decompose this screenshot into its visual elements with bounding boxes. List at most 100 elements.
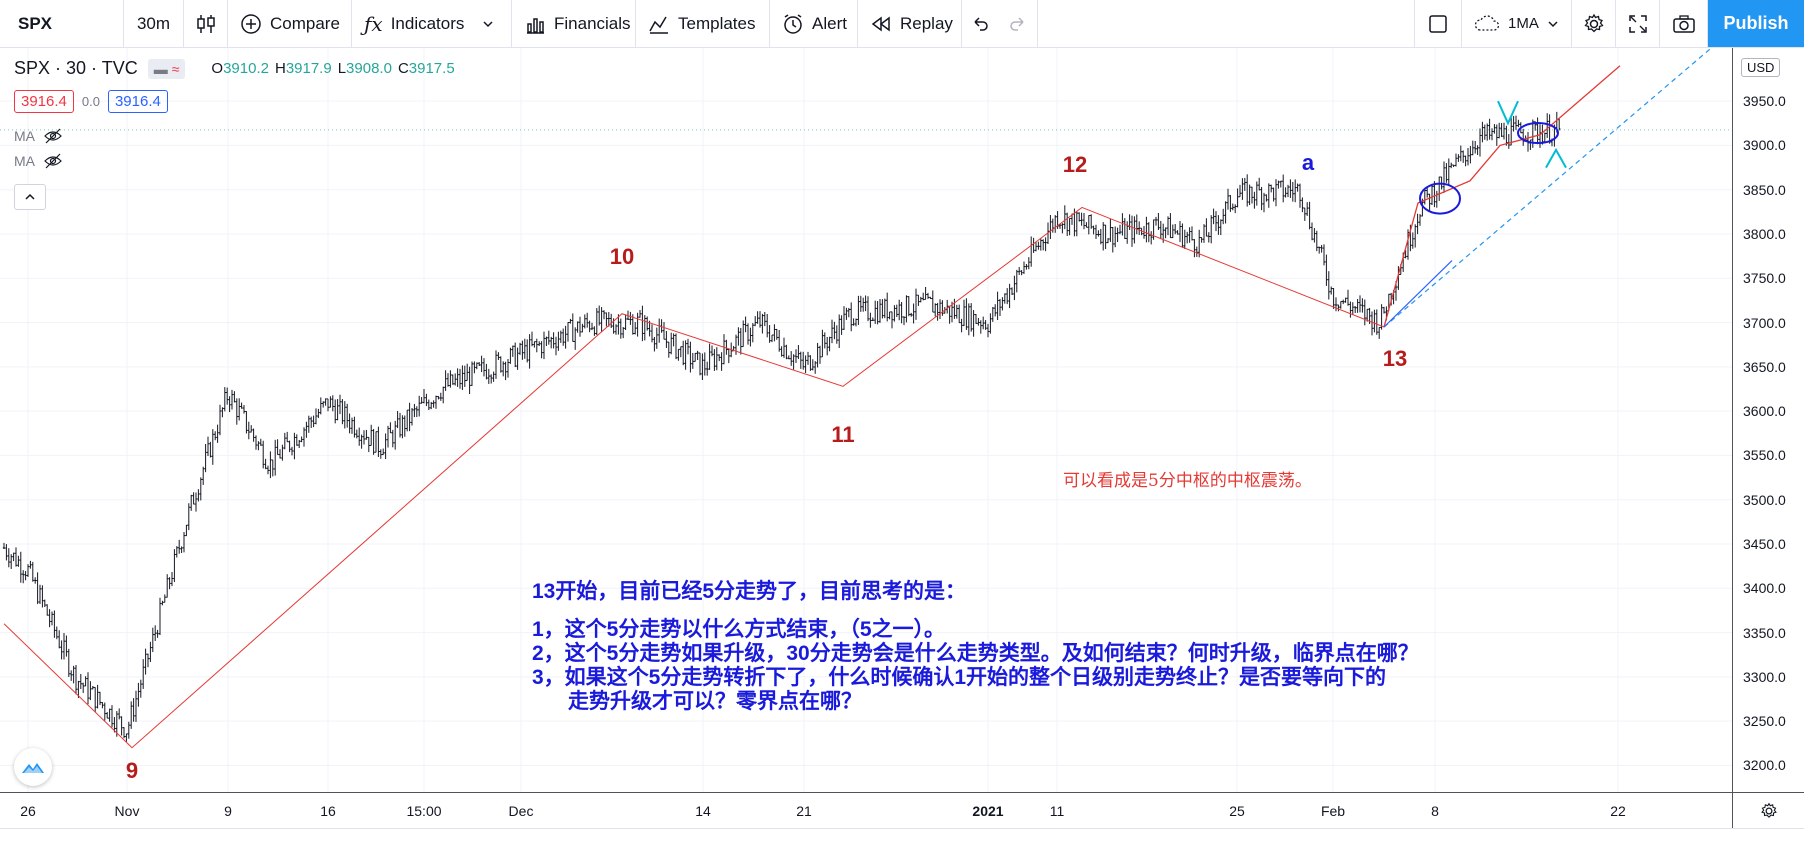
price-bar [168,577,171,590]
price-bar [1027,257,1030,270]
replay-button[interactable]: Replay [858,0,962,47]
price-bar [1114,226,1117,248]
price-bar [235,398,238,425]
price-bar [934,303,937,317]
price-bar [1145,216,1148,243]
price-bar [190,494,193,511]
note-line: 2，这个5分走势如果升级，30分走势会是什么走势类型。及如何结束？何时升级，临界… [532,642,1419,665]
price-bar [946,299,949,314]
price-bar [360,434,363,449]
layout-button[interactable]: 1MA [1462,0,1572,47]
price-bar [797,345,800,359]
toolbar-spacer [1038,0,1414,47]
price-bar [1303,207,1306,221]
currency-label[interactable]: USD [1741,58,1781,77]
undo-button[interactable] [962,0,998,47]
settings-button[interactable] [1572,0,1616,47]
publish-button[interactable]: Publish [1708,0,1804,47]
price-bar [1322,244,1326,266]
price-bar [775,328,778,340]
price-bar [742,320,745,348]
price-bar [571,313,574,342]
price-bar [182,532,186,553]
price-bar [1332,288,1335,309]
up-arrow-mark [1545,147,1567,169]
chart-pane[interactable]: SPX · 30 · TVC ▬ ≈ O3910.2 H3917.9 L3908… [0,48,1732,792]
indicators-button[interactable]: ƒx Indicators [352,0,512,47]
data-status-badge[interactable]: ▬ ≈ [147,58,186,79]
price-bar [900,301,903,324]
chevron-down-icon [1547,18,1559,30]
alert-button[interactable]: Alert [770,0,858,47]
price-bar [974,313,978,324]
price-bar [1219,219,1222,236]
price-bar [211,429,214,465]
fullscreen-button[interactable] [1616,0,1660,47]
price-bar [1488,118,1491,140]
price-bar [982,316,985,330]
price-chart[interactable] [0,48,1732,792]
price-bar [1538,124,1542,148]
eye-hidden-icon[interactable] [43,153,63,169]
price-bar [218,404,222,436]
price-bar [545,336,548,347]
price-bar [1025,264,1028,270]
price-bar [1459,145,1462,162]
buy-price-button[interactable]: 3916.4 [107,90,168,113]
eye-hidden-icon[interactable] [43,128,63,144]
price-bar [1466,148,1470,166]
price-bar [245,410,248,434]
price-bar [1361,298,1364,313]
price-bar [926,292,930,299]
indicator-ma-1[interactable]: MA [14,128,63,144]
price-bar [1298,183,1302,208]
price-axis[interactable]: USD 3950.0 3900.0 3850.0 3800.0 3750.0 3700.0… [1732,48,1804,792]
chart-type-button[interactable] [184,0,228,47]
snapshot-button[interactable] [1660,0,1708,47]
price-bar [401,415,404,439]
price-bar [1476,145,1479,155]
price-bar [1339,301,1342,309]
price-bar [1536,117,1539,145]
price-bar [1416,213,1419,235]
sell-price-button[interactable]: 3916.4 [14,90,74,113]
price-bar [84,676,87,687]
price-bar [1510,117,1513,146]
price-bar [672,333,675,347]
layout-name: 1MA [1508,15,1539,32]
interval-button[interactable]: 30m [124,0,184,47]
fullscreen-toggle-button[interactable] [1414,0,1462,47]
financials-button[interactable]: Financials [512,0,636,47]
price-bar [1522,128,1525,146]
price-bar [994,304,997,317]
time-axis[interactable]: 26 Nov 9 16 15:00 Dec 14 21 2021 11 25 Feb 8 22 [0,792,1732,828]
price-bar [226,387,229,405]
price-bar [331,395,334,412]
time-tick-label: 25 [1229,803,1245,819]
price-bar [1435,190,1438,208]
price-tick-label: 3250.0 [1743,713,1786,730]
indicator-ma-2[interactable]: MA [14,153,63,169]
collapse-legend-button[interactable] [14,184,46,210]
legend-symbol-title[interactable]: SPX · 30 · TVC [14,58,138,78]
price-bar [1075,211,1078,237]
tradingview-logo[interactable] [14,748,52,786]
price-bar [134,690,138,722]
price-bar [163,594,166,603]
price-bar [1380,304,1383,330]
price-bar [398,412,402,438]
price-bar [876,301,879,325]
compare-button[interactable]: Compare [228,0,352,47]
price-bar [1094,224,1098,239]
price-bar [1373,309,1376,333]
price-bar [770,334,774,343]
symbol-search-button[interactable]: SPX [0,0,124,47]
cloud-icon [1474,14,1500,33]
price-bar [1277,180,1280,189]
price-tick-label: 3900.0 [1743,137,1786,154]
templates-button[interactable]: Templates [636,0,770,47]
axis-settings-button[interactable] [1732,792,1804,828]
price-bar [1500,123,1503,138]
price-bar [290,446,294,456]
redo-button[interactable] [998,0,1038,47]
